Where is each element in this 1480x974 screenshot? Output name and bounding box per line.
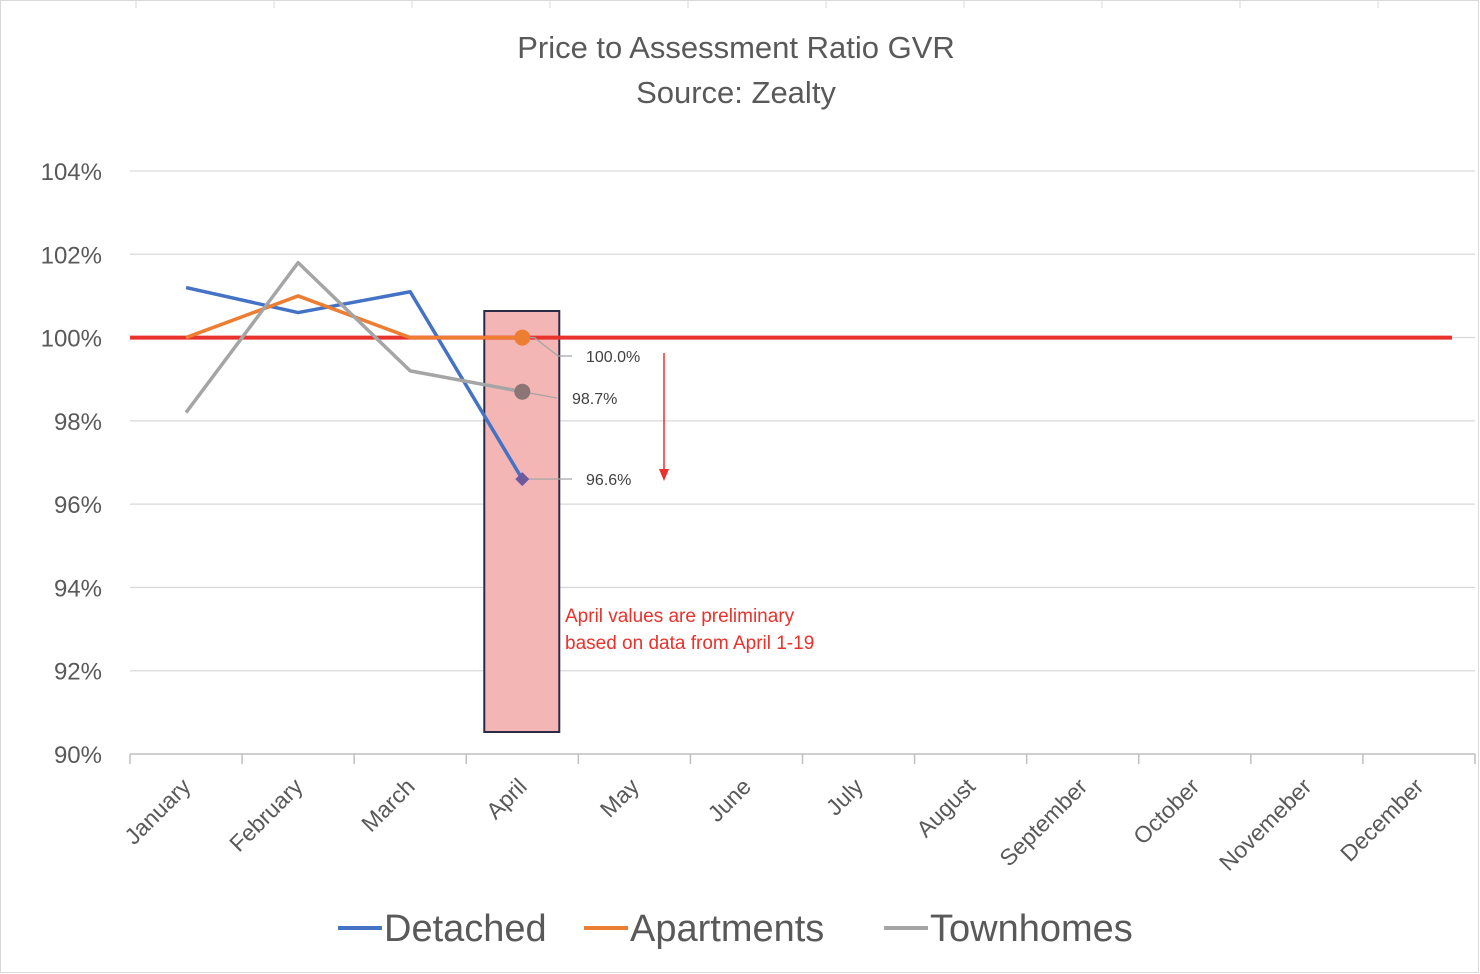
y-tick-label: 92%: [54, 659, 102, 686]
data-marker-detached: [515, 472, 530, 487]
y-tick-label: 94%: [54, 575, 102, 602]
annotations: April values are preliminary based on dat…: [565, 353, 814, 654]
data-marker-townhomes: [514, 383, 531, 400]
april-highlight: [483, 310, 561, 733]
y-tick-label: 90%: [54, 742, 102, 769]
annotation-line-2: based on data from April 1-19: [565, 633, 814, 654]
trend-arrow-head: [659, 469, 669, 481]
highlight-box: [483, 310, 561, 733]
series-line-townhomes: [184, 260, 523, 414]
chart-subtitle: Source: Zealty: [636, 75, 836, 110]
gridlines: [130, 170, 1475, 672]
y-tick-label: 100%: [41, 326, 102, 353]
data-label-townhomes: 98.7%: [572, 391, 617, 408]
series-lines: [184, 260, 524, 481]
data-marker-apartments: [514, 329, 531, 346]
legend-label-detached: Detached: [384, 908, 547, 950]
legend-label-townhomes: Townhomes: [930, 908, 1133, 950]
y-tick-label: 98%: [54, 409, 102, 436]
y-tick-label: 96%: [54, 492, 102, 519]
y-tick-label: 104%: [41, 159, 102, 186]
data-labels: 100.0% 98.7% 96.6%: [514, 329, 640, 489]
data-label-detached: 96.6%: [586, 472, 631, 489]
legend-label-apartments: Apartments: [630, 908, 824, 950]
annotation-line-1: April values are preliminary: [565, 606, 795, 627]
data-label-apartments: 100.0%: [586, 349, 640, 366]
y-tick-label: 102%: [41, 242, 102, 269]
series-line-detached: [185, 285, 524, 481]
legend: Detached Apartments Townhomes: [338, 908, 1133, 950]
chart-title: Price to Assessment Ratio GVR: [517, 30, 955, 65]
